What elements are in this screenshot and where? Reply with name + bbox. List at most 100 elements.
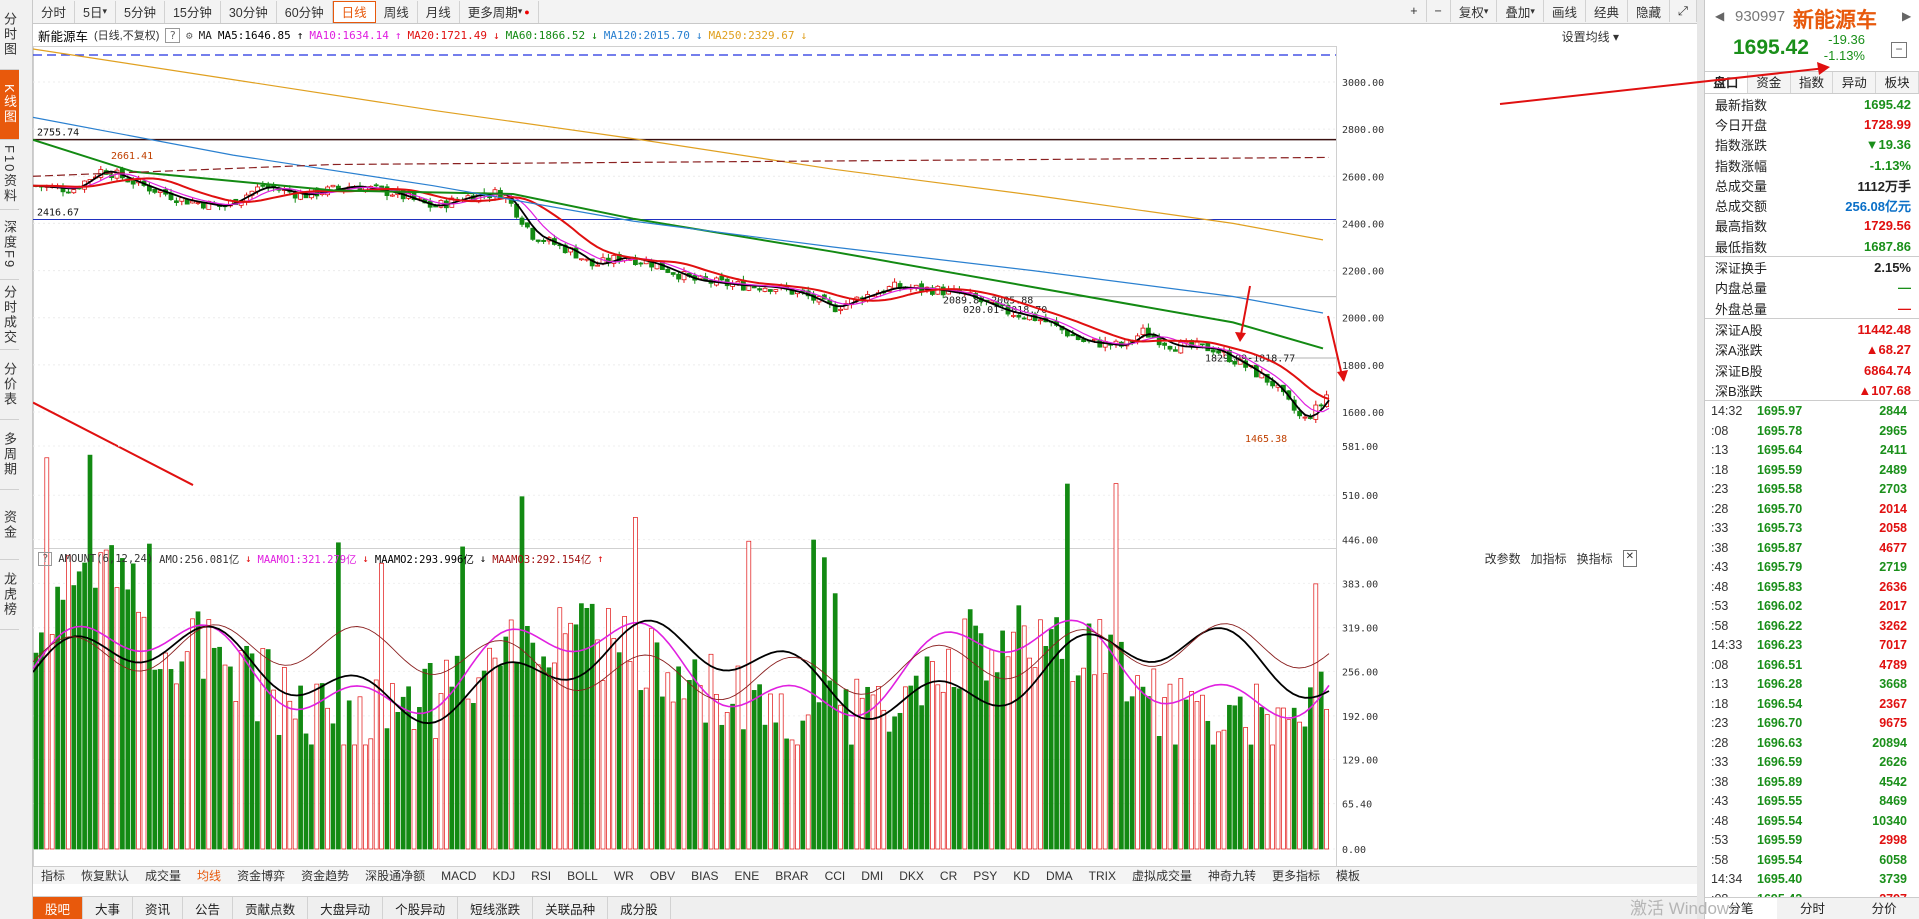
quote-tab-0[interactable]: 盘口 [1705,72,1748,93]
price-chart-svg[interactable]: 3000.00 2800.00 2600.00 2400.00 2200.00 2000.… [33,24,1697,884]
indicator-tab-22[interactable]: DMA [1045,868,1073,883]
bottom-tab-0[interactable]: 股吧 [33,896,84,919]
bottom-tab-8[interactable]: 关联品种 [533,896,609,919]
sidebar-item-0[interactable]: 分时图 [0,0,19,70]
quote-value: ▲107.68 [1858,382,1911,398]
period-tab-4[interactable]: 30分钟 [221,0,277,23]
period-tab-2[interactable]: 5分钟 [116,0,165,23]
indicator-tab-18[interactable]: DKX [899,868,924,883]
bottom-tab-5[interactable]: 大盘异动 [308,896,384,919]
indicator-tab-5[interactable]: 资金趋势 [301,869,350,883]
indicator-tab-17[interactable]: DMI [861,868,884,883]
amount-bar [379,562,384,850]
quote-tab-4[interactable]: 板块 [1876,72,1919,93]
amount-title-bar: ? AMOUNT(6,12,24) AMO:256.081亿 ↓ MAAMO1:3… [33,549,1653,569]
collapse-icon[interactable]: − [1891,42,1907,58]
toolbar-btn-6[interactable]: 隐藏 [1628,0,1670,22]
indicator-tab-6[interactable]: 深股通净额 [365,869,426,883]
period-tab-1[interactable]: 5日 ▾ [75,0,116,23]
amount-bar [363,744,368,850]
indicator-tab-4[interactable]: 资金博弈 [237,869,286,883]
quote-tab-1[interactable]: 资金 [1748,72,1791,93]
period-tab-5[interactable]: 60分钟 [277,0,333,23]
indicator-action-2[interactable]: 换指标 [1576,552,1613,566]
indicator-tab-1[interactable]: 恢复默认 [81,869,130,883]
forward-arrow-icon[interactable]: ▶ [1902,9,1912,23]
indicator-tab-20[interactable]: PSY [973,868,998,883]
indicator-tab-21[interactable]: KD [1013,868,1030,883]
set-ma-button[interactable]: 设置均线 ▾ [1561,30,1619,44]
indicator-tab-23[interactable]: TRIX [1088,868,1116,883]
bottom-tab-2[interactable]: 资讯 [133,896,184,919]
tick-row: :48 1695.54 10340 [1705,811,1919,831]
indicator-tab-8[interactable]: KDJ [492,868,516,883]
bottom-tab-4[interactable]: 贡献点数 [233,896,309,919]
candle-body [373,184,379,187]
period-tab-0[interactable]: 分时 [33,0,76,23]
sidebar-item-8[interactable]: 龙虎榜 [0,560,19,630]
indicator-action-0[interactable]: 改参数 [1484,552,1521,566]
sidebar-item-4[interactable]: 分时成交 [0,280,19,350]
sidebar-item-6[interactable]: 多周期 [0,420,19,490]
expand-icon[interactable]: ⤢ [1670,0,1697,22]
candle-body [71,189,77,194]
close-icon[interactable]: ✕ [1622,550,1637,567]
indicator-tab-16[interactable]: CCI [824,868,846,883]
period-tab-7[interactable]: 周线 [376,0,418,23]
bottom-tab-7[interactable]: 短线涨跌 [458,896,534,919]
bottom-tab-9[interactable]: 成分股 [608,896,671,919]
indicator-action-1[interactable]: 加指标 [1530,552,1567,566]
period-tab-3[interactable]: 15分钟 [165,0,221,23]
toolbar-btn-1[interactable]: − [1427,0,1451,22]
candle-body [573,247,579,259]
sidebar-item-2[interactable]: F10资料 [0,140,19,210]
period-tab-6[interactable]: 日线 [332,0,376,23]
indicator-tab-27[interactable]: 模板 [1336,869,1361,883]
quote-tab-3[interactable]: 异动 [1833,72,1877,93]
sidebar-item-5[interactable]: 分价表 [0,350,19,420]
indicator-tab-11[interactable]: WR [613,868,634,883]
tick-tab-0[interactable]: 分笔 [1705,898,1777,919]
gear-icon[interactable]: ⚙ [186,28,193,42]
indicator-tab-24[interactable]: 虚拟成交量 [1131,869,1192,883]
quote-tab-2[interactable]: 指数 [1791,72,1834,93]
bottom-tab-1[interactable]: 大事 [83,896,134,919]
indicator-tab-14[interactable]: ENE [734,868,760,883]
tick-volume: 2626 [1879,755,1907,770]
indicator-tab-9[interactable]: RSI [531,868,552,883]
tick-price: 1696.54 [1757,696,1803,711]
kline-chart[interactable]: 新能源车 (日线,不复权) ? ⚙ MA MA5:1646.85 ↑ MA10:1… [33,24,1697,884]
help-icon[interactable]: ? [165,27,181,43]
sidebar-item-7[interactable]: 资金 [0,490,19,560]
toolbar-btn-0[interactable]: + [1402,0,1427,22]
indicator-tab-3[interactable]: 均线 [197,869,222,883]
bottom-tab-6[interactable]: 个股异动 [383,896,459,919]
bottom-tab-3[interactable]: 公告 [183,896,234,919]
indicator-tab-26[interactable]: 更多指标 [1272,869,1321,883]
indicator-tab-19[interactable]: CR [939,868,958,883]
back-arrow-icon[interactable]: ◀ [1715,9,1725,23]
toolbar-btn-4[interactable]: 画线 [1544,0,1586,22]
indicator-tab-0[interactable]: 指标 [41,869,66,883]
indicator-tab-7[interactable]: MACD [441,868,477,883]
tick-tab-1[interactable]: 分时 [1800,902,1826,916]
indicator-tab-10[interactable]: BOLL [567,868,598,883]
amount-bar [103,549,109,850]
indicator-tab-25[interactable]: 神奇九转 [1207,869,1256,883]
toolbar-btn-5[interactable]: 经典 [1586,0,1628,22]
sidebar-item-3[interactable]: 深度F9 [0,210,19,280]
tick-tab-2[interactable]: 分价 [1871,902,1897,916]
toolbar-btn-3[interactable]: 叠加 ▾ [1497,0,1544,22]
indicator-tab-15[interactable]: BRAR [775,868,809,883]
sidebar-item-1[interactable]: K线图 [0,70,19,140]
indicator-tab-2[interactable]: 成交量 [145,869,182,883]
indicator-tab-13[interactable]: BIAS [691,868,719,883]
period-tab-9[interactable]: 更多周期 ▾ ● [460,0,539,23]
tick-row: :33 1696.59 2626 [1705,752,1919,772]
period-tab-8[interactable]: 月线 [418,0,460,23]
tick-list[interactable]: 14:32 1695.97 2844:08 1695.78 2965:13 1695.64… [1705,401,1919,908]
panel-splitter[interactable] [1697,0,1704,919]
indicator-tab-12[interactable]: OBV [649,868,676,883]
help-icon[interactable]: ? [38,552,53,566]
toolbar-btn-2[interactable]: 复权 ▾ [1451,0,1498,22]
